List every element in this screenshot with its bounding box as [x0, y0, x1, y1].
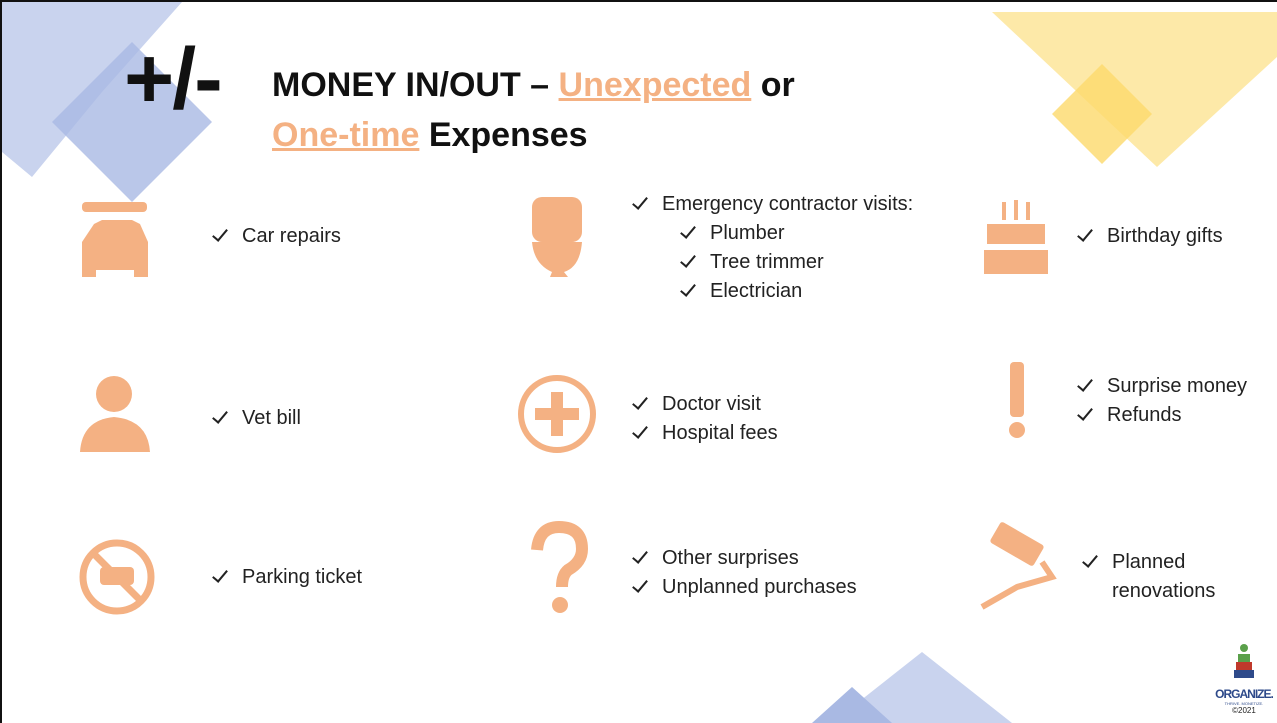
- list-item: Plumber: [632, 219, 913, 248]
- list-item: Tree trimmer: [632, 248, 913, 277]
- card: Birthday gifts: [1077, 222, 1223, 251]
- card: Emergency contractor visits: Plumber Tree …: [632, 190, 913, 306]
- item-text: Plumber: [710, 222, 785, 244]
- item-text: Electrician: [710, 280, 803, 302]
- check-mark: [632, 576, 648, 593]
- copyright: ©2021: [1232, 706, 1256, 715]
- list-item: Surprise money: [1077, 372, 1247, 401]
- check-mark: [1077, 404, 1093, 421]
- item-text: Refunds: [1107, 404, 1182, 426]
- check-mark: [632, 422, 648, 439]
- check-mark: [632, 193, 648, 210]
- symbol: +/-: [124, 31, 223, 127]
- item-text: Parking ticket: [242, 566, 363, 588]
- item-text: Hospital fees: [662, 422, 778, 444]
- list-item: Car repairs: [212, 222, 341, 251]
- check-mark: [1077, 225, 1093, 242]
- list-item: Unplanned purchases: [632, 573, 857, 602]
- item-text: Other surprises: [662, 547, 799, 569]
- item-text: Tree trimmer: [710, 251, 824, 273]
- item-text: Unplanned purchases: [662, 576, 857, 598]
- logo-tagline: THRIVE. MONETIZE.: [1224, 701, 1264, 706]
- check-mark: [1077, 375, 1093, 392]
- item-text: Doctor visit: [662, 393, 761, 415]
- card: Planned renovations: [1082, 548, 1232, 606]
- card: Vet bill: [212, 404, 301, 433]
- card: Other surprises Unplanned purchases: [632, 544, 857, 602]
- card: Parking ticket: [212, 563, 362, 592]
- check-mark: [212, 407, 228, 424]
- item-text: Vet bill: [242, 407, 301, 429]
- logo-icon: [1234, 644, 1254, 678]
- logo: ORGANIZE. THRIVE. MONETIZE. ©2021: [1214, 642, 1274, 715]
- logo-name: ORGANIZE.: [1215, 687, 1274, 701]
- title-highlight: Unexpected: [558, 66, 752, 104]
- item-text: Planned renovations: [1112, 551, 1216, 602]
- list-item: Birthday gifts: [1077, 222, 1223, 251]
- list-item: Emergency contractor visits:: [632, 190, 913, 219]
- check-mark: [212, 566, 228, 583]
- check-mark: [1082, 551, 1098, 568]
- check-mark: [632, 393, 648, 410]
- title-text: MONEY IN/OUT –: [272, 66, 550, 104]
- list-item: Other surprises: [632, 544, 857, 573]
- check-mark: [680, 251, 696, 268]
- card: Surprise money Refunds: [1077, 372, 1247, 430]
- list-item: Refunds: [1077, 401, 1247, 430]
- list-item: Doctor visit: [632, 390, 778, 419]
- list-item: Hospital fees: [632, 419, 778, 448]
- card: Car repairs: [212, 222, 341, 251]
- item-text: Emergency contractor visits:: [662, 193, 914, 215]
- card: Doctor visit Hospital fees: [632, 390, 778, 448]
- list-item: Vet bill: [212, 404, 301, 433]
- list-item: Planned renovations: [1082, 548, 1232, 606]
- title-highlight: One-time: [272, 116, 420, 154]
- list-item: Electrician: [632, 277, 913, 306]
- check-mark: [680, 280, 696, 297]
- check-mark: [212, 225, 228, 242]
- title: MONEY IN/OUT – Unexpected or One-time Ex…: [272, 60, 795, 160]
- item-text: Car repairs: [242, 225, 341, 247]
- check-mark: [680, 222, 696, 239]
- title-text: Expenses: [428, 116, 588, 154]
- check-mark: [632, 547, 648, 564]
- item-text: Surprise money: [1107, 375, 1248, 397]
- title-text: or: [760, 66, 795, 104]
- item-text: Birthday gifts: [1107, 225, 1223, 247]
- list-item: Parking ticket: [212, 563, 362, 592]
